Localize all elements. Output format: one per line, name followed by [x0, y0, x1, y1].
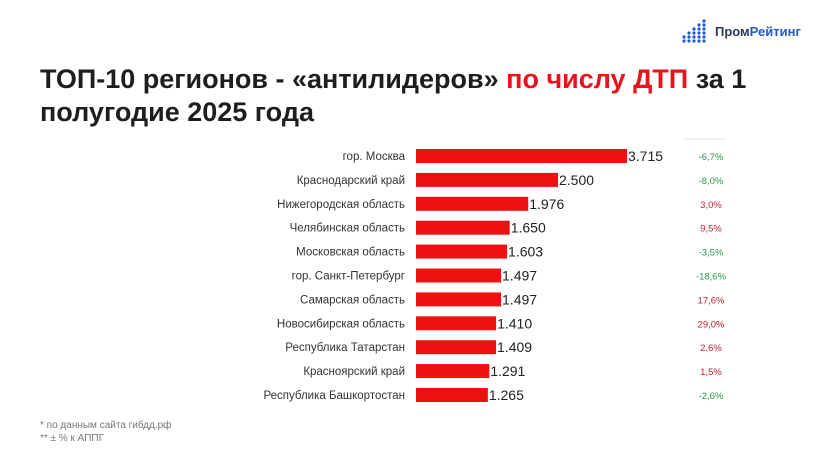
bar [416, 340, 497, 355]
category-label: гор. Санкт-Петербург [292, 271, 405, 283]
value-label: 1.650 [511, 220, 546, 236]
bar [416, 196, 529, 211]
value-label: 1.409 [497, 339, 532, 355]
change-label: -3,5% [699, 248, 724, 259]
change-label: 3,0% [700, 200, 722, 211]
category-label: Республика Башкортостан [263, 390, 405, 402]
change-label: 1,5% [700, 367, 722, 378]
change-label: 17,6% [698, 295, 725, 306]
category-label: Челябинская область [290, 223, 405, 235]
category-label: Республика Татарстан [285, 342, 405, 354]
value-label: 1.410 [497, 315, 532, 331]
footnote-source: * по данным сайта гибдд.рф [40, 420, 172, 431]
category-label: Московская область [296, 247, 405, 259]
change-label: -2,6% [699, 391, 724, 402]
value-label: 3.715 [628, 148, 663, 164]
change-label: -18,6% [696, 272, 727, 283]
category-label: Самарская область [300, 294, 405, 306]
bar [416, 149, 627, 163]
category-label: гор. Москва [343, 151, 406, 163]
value-label: 1.603 [508, 244, 543, 260]
category-label: Нижегородская область [277, 199, 405, 211]
value-label: 2.500 [559, 172, 594, 188]
value-label: 1.497 [502, 268, 537, 284]
value-label: 1.265 [489, 387, 524, 403]
bar [416, 268, 502, 283]
footnotes: * по данным сайта гибдд.рф ** ± % к АППГ [40, 419, 171, 445]
bar [416, 220, 510, 235]
title-part2: за 1 полугодие 2025 года [40, 64, 747, 127]
bar [416, 244, 508, 259]
logo-text: ПромРейтинг [715, 24, 801, 39]
change-label: -8,0% [699, 176, 724, 187]
change-label: 29,0% [698, 319, 725, 330]
value-label: 1.497 [502, 291, 537, 307]
change-label: 9,5% [700, 224, 722, 235]
bar [416, 316, 497, 331]
logo-text-part1: Пром [715, 23, 750, 39]
value-label: 1.976 [529, 196, 564, 212]
change-label: -6,7% [699, 152, 724, 163]
page-title: ТОП-10 регионов - «антилидеров» по числу… [40, 63, 810, 129]
title-highlight: по числу ДТП [506, 64, 689, 94]
bar [416, 388, 488, 402]
logo-text-part2: Рейтинг [749, 23, 801, 39]
title-part1: ТОП-10 регионов - «антилидеров» [40, 64, 507, 94]
dot-grid-chart-icon [682, 19, 706, 43]
value-label: 1.291 [490, 363, 525, 379]
footnote-appg: ** ± % к АППГ [40, 433, 104, 444]
change-label: 2,6% [700, 343, 722, 354]
category-label: Новосибирская область [277, 318, 405, 330]
bar [416, 364, 490, 379]
bar [416, 292, 502, 307]
logo: ПромРейтинг [681, 18, 801, 44]
category-label: Краснодарский край [297, 175, 405, 187]
bar [416, 172, 558, 187]
category-label: Красноярский край [303, 366, 405, 378]
